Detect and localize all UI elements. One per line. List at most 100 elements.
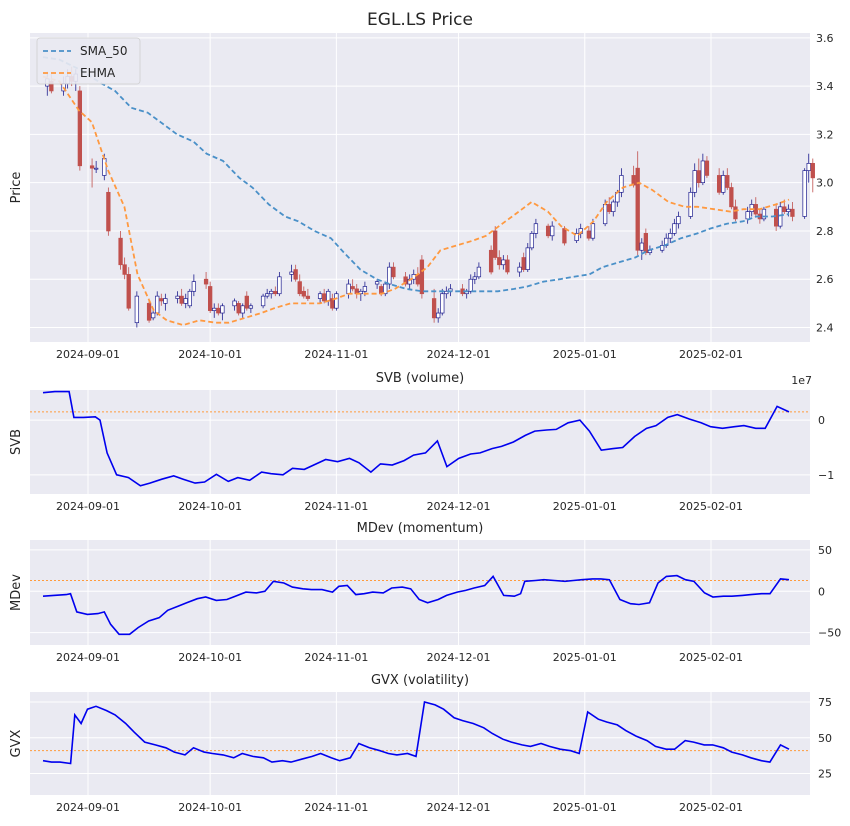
svb-x-tick-label: 2025-01-01 bbox=[553, 500, 617, 513]
series-ehma bbox=[42, 75, 790, 327]
candle-down bbox=[89, 165, 95, 169]
series-sma-50 bbox=[42, 56, 790, 293]
candle-up bbox=[611, 201, 616, 212]
svb-series-line bbox=[42, 390, 790, 487]
gvx-series-line bbox=[42, 700, 790, 765]
svb-x-tick-label: 2024-11-01 bbox=[304, 500, 368, 513]
price-x-tick-label: 2024-10-01 bbox=[178, 348, 242, 361]
candle-up bbox=[639, 242, 644, 251]
candle-down bbox=[716, 175, 722, 193]
legend-label: SMA_50 bbox=[80, 44, 127, 58]
candle-up bbox=[265, 293, 270, 297]
svb-x-tick-label: 2024-10-01 bbox=[178, 500, 242, 513]
candle-down bbox=[179, 295, 184, 304]
candle-down bbox=[635, 167, 640, 251]
candle-up bbox=[163, 298, 168, 304]
gvx-x-tick-label: 2025-01-01 bbox=[553, 801, 617, 814]
candle-up bbox=[183, 298, 188, 304]
candle-down bbox=[493, 230, 498, 258]
candle-down bbox=[118, 237, 123, 266]
candle-down bbox=[725, 175, 730, 188]
candle-down bbox=[273, 290, 278, 295]
candle-up bbox=[590, 223, 596, 239]
candle-down bbox=[431, 298, 437, 319]
candle-up bbox=[517, 266, 522, 273]
candle-up bbox=[93, 167, 99, 170]
candle-up bbox=[529, 233, 534, 249]
candle-down bbox=[586, 230, 591, 239]
price-y-axis-label: Price bbox=[9, 172, 24, 204]
candle-up bbox=[476, 266, 482, 278]
candle-up bbox=[688, 191, 693, 217]
candle-up bbox=[326, 290, 331, 302]
mdev-y-tick-label: 0 bbox=[818, 585, 825, 598]
candle-down bbox=[391, 266, 396, 278]
candle-down bbox=[774, 208, 779, 227]
candle-down bbox=[236, 303, 241, 314]
candle-up bbox=[317, 293, 323, 299]
mdev-y-tick-label: −50 bbox=[818, 627, 841, 640]
candle-down bbox=[704, 160, 710, 176]
candle-up bbox=[692, 170, 697, 193]
candle-up bbox=[700, 160, 706, 184]
gvx-x-tick-label: 2024-09-01 bbox=[56, 801, 120, 814]
candle-down bbox=[305, 295, 311, 299]
gvx-x-tick-label: 2024-12-01 bbox=[427, 801, 491, 814]
price-x-tick-label: 2024-09-01 bbox=[56, 348, 120, 361]
candle-up bbox=[102, 158, 107, 176]
gvx-title: GVX (volatility) bbox=[371, 673, 469, 688]
price-x-tick-label: 2024-11-01 bbox=[304, 348, 368, 361]
candle-up bbox=[550, 225, 555, 237]
candle-down bbox=[122, 264, 127, 275]
candle-up bbox=[659, 245, 665, 251]
candle-up bbox=[761, 208, 767, 220]
candle-down bbox=[106, 191, 111, 232]
candle-down bbox=[488, 249, 494, 273]
mdev-y-axis-label: MDev bbox=[9, 574, 24, 611]
candle-up bbox=[440, 293, 445, 314]
candle-down bbox=[350, 286, 355, 290]
candle-down bbox=[322, 293, 327, 302]
candle-down bbox=[729, 187, 734, 208]
gvx-x-tick-label: 2025-02-01 bbox=[679, 801, 743, 814]
svb-x-tick-label: 2024-09-01 bbox=[56, 500, 120, 513]
candle-up bbox=[212, 307, 217, 311]
candle-down bbox=[497, 257, 502, 266]
candle-down bbox=[696, 170, 701, 184]
candle-up bbox=[602, 204, 608, 225]
mdev-series-line bbox=[42, 574, 790, 636]
price-y-tick-label: 3.2 bbox=[816, 128, 834, 141]
candle-up bbox=[155, 295, 160, 314]
price-y-tick-label: 3.4 bbox=[816, 80, 834, 93]
mdev-plot-area bbox=[30, 540, 810, 645]
candle-up bbox=[672, 223, 677, 234]
candle-up bbox=[358, 290, 363, 295]
candle-up bbox=[289, 271, 294, 275]
candle-down bbox=[545, 225, 551, 237]
candle-down bbox=[562, 228, 567, 244]
candle-up bbox=[721, 175, 726, 193]
price-y-tick-label: 3.6 bbox=[816, 32, 834, 45]
candle-down bbox=[330, 298, 335, 309]
price-title: EGL.LS Price bbox=[367, 10, 473, 30]
candle-down bbox=[159, 298, 164, 302]
candle-up bbox=[362, 286, 368, 292]
candle-down bbox=[216, 307, 221, 314]
mdev-x-tick-label: 2024-11-01 bbox=[304, 651, 368, 664]
svb-x-tick-label: 2025-02-01 bbox=[679, 500, 743, 513]
mdev-x-tick-label: 2024-09-01 bbox=[56, 651, 120, 664]
candle-up bbox=[232, 300, 237, 307]
panel-gvx: 2024-09-01 2024-10-01 2024-11-01 2024-12-01… bbox=[9, 673, 832, 814]
svb-y-tick-label: 0 bbox=[818, 414, 825, 427]
candle-up bbox=[778, 206, 783, 227]
price-y-tick-label: 2.4 bbox=[816, 322, 834, 335]
candle-down bbox=[419, 259, 425, 295]
mdev-x-tick-label: 2025-01-01 bbox=[553, 651, 617, 664]
candle-up bbox=[220, 305, 225, 314]
price-y-tick-label: 2.6 bbox=[816, 273, 834, 286]
gvx-x-tick-label: 2024-11-01 bbox=[304, 801, 368, 814]
candle-down bbox=[790, 208, 795, 217]
panel-svb: 2024-09-01 2024-10-01 2024-11-01 2024-12-01… bbox=[9, 371, 834, 513]
candle-up bbox=[269, 290, 274, 295]
